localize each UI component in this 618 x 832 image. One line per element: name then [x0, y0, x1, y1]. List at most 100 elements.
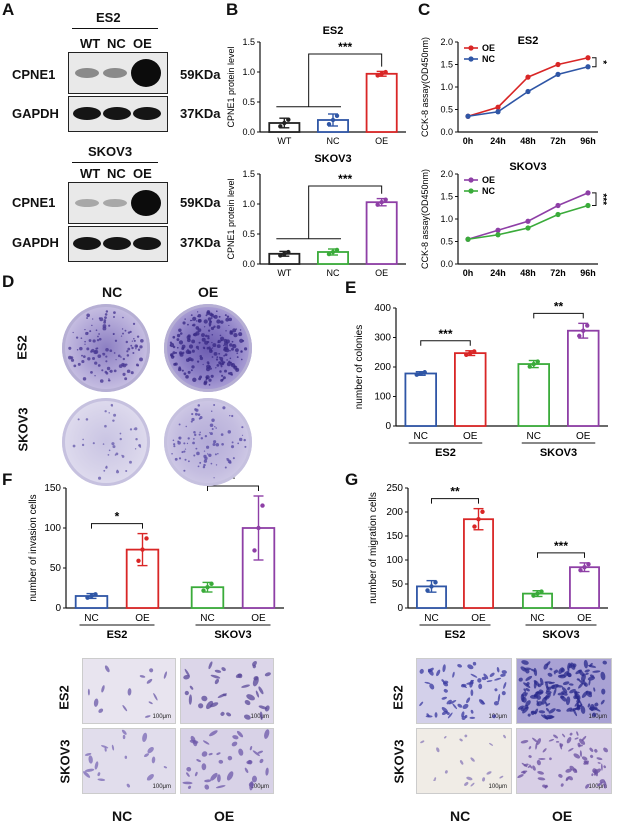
- x-tick-label: 48h: [520, 136, 536, 146]
- dish-column-nc: NC: [102, 284, 123, 300]
- chart-title: SKOV3: [314, 153, 351, 165]
- series-point: [495, 109, 501, 115]
- x-tick-label: WT: [277, 268, 291, 278]
- data-point: [334, 247, 340, 253]
- chart-title: SKOV3: [509, 161, 546, 173]
- x-tick-label: 96h: [580, 268, 596, 278]
- x-tick-label: NC: [84, 613, 98, 624]
- data-point: [383, 69, 388, 75]
- panel-letter-b: B: [226, 0, 239, 19]
- significance-label: ***: [597, 193, 608, 205]
- blot-divider: [72, 28, 158, 29]
- series-point: [525, 218, 531, 224]
- lane-label-nc: NC: [107, 166, 126, 181]
- dish-column-oe: OE: [198, 284, 219, 300]
- x-tick-label: OE: [576, 431, 591, 442]
- x-tick-label: 72h: [550, 136, 566, 146]
- chart-c-es2: 0.0 0.5 1.0 1.5 2.0 CCK-8 assay(OD450nm) ES2 0h…: [420, 35, 608, 146]
- x-tick-label: OE: [135, 613, 150, 624]
- data-point: [330, 249, 336, 255]
- y-tick-label: 300: [374, 333, 391, 344]
- data-point: [93, 592, 98, 597]
- invasion-row-es2: ES2: [56, 685, 72, 710]
- significance-bracket: [537, 552, 585, 558]
- chart-c-skov3: 0.0 0.5 1.0 1.5 2.0 CCK-8 assay(OD450nm) SKOV3…: [420, 161, 608, 278]
- panel-letter-c: C: [418, 0, 431, 19]
- y-tick-label: 0: [385, 421, 391, 432]
- series-line: [467, 192, 589, 241]
- series-point: [525, 225, 531, 231]
- migration-image-es2-oe: 100μm: [516, 658, 612, 724]
- legend-marker: [468, 45, 474, 51]
- migration-column-oe: OE: [552, 808, 573, 824]
- invasion-column-nc: NC: [112, 808, 133, 824]
- colony-dish-es2-oe: [164, 304, 252, 392]
- significance-bracket: [207, 485, 259, 491]
- chart-title: ES2: [518, 35, 539, 47]
- data-point: [256, 525, 261, 531]
- significance-bracket: [592, 192, 597, 206]
- significance-bracket: [308, 185, 383, 239]
- data-point: [136, 558, 141, 563]
- x-tick-label: NC: [530, 613, 544, 624]
- data-point: [326, 251, 332, 257]
- data-point: [433, 580, 438, 585]
- blot-protein-label: GAPDH: [12, 106, 59, 121]
- data-point: [582, 565, 587, 570]
- scale-label: 100μm: [152, 784, 171, 790]
- group-label: SKOV3: [540, 447, 577, 459]
- x-tick-label: OE: [375, 136, 388, 146]
- significance-label: ***: [554, 539, 568, 553]
- legend-label: OE: [482, 43, 495, 53]
- lane-label-wt: WT: [80, 36, 101, 51]
- significance-label: **: [554, 299, 564, 313]
- bar: [454, 352, 487, 427]
- significance-bracket: [91, 523, 143, 529]
- migration-image-skov3-nc: 100μm: [416, 728, 512, 794]
- panel-letter-a: A: [2, 0, 15, 19]
- chart-b-es2: 0.0 0.5 1.0 1.5 CPNE1 protein level ES2 WT NC OE…: [226, 25, 406, 146]
- lane-label-oe: OE: [133, 166, 152, 181]
- series-point: [465, 236, 471, 242]
- chart-b-skov3: 0.0 0.5 1.0 1.5 CPNE1 protein level SKOV3 WT NC…: [226, 153, 406, 278]
- y-axis-label: CPNE1 protein level: [226, 46, 236, 127]
- y-tick-label: 1.5: [242, 169, 255, 179]
- bar: [404, 372, 437, 427]
- chart-f-invasion: 0 50 100 150 number of invasion cells NC OE NC O…: [28, 476, 284, 641]
- data-point: [278, 253, 283, 258]
- blot-size-label: 59KDa: [180, 67, 221, 82]
- x-tick-label: WT: [277, 136, 291, 146]
- blot-protein-label: GAPDH: [12, 235, 59, 250]
- y-tick-label: 1.5: [440, 60, 453, 70]
- blot-protein-label: CPNE1: [12, 195, 56, 210]
- group-label: ES2: [445, 629, 466, 641]
- y-tick-label: 1.5: [242, 37, 255, 47]
- group-label: ES2: [107, 629, 128, 641]
- y-tick-label: 100: [374, 392, 391, 403]
- data-point: [379, 200, 384, 205]
- migration-row-skov3: SKOV3: [391, 739, 407, 784]
- data-point: [383, 197, 388, 202]
- bar: [567, 329, 600, 427]
- y-tick-label: 0.5: [440, 237, 453, 247]
- data-point: [527, 364, 532, 369]
- x-tick-label: OE: [463, 431, 478, 442]
- colony-dish-skov3-nc: [62, 398, 150, 486]
- panel-letter-d: D: [2, 272, 15, 291]
- x-tick-label: NC: [527, 431, 541, 442]
- migration-image-es2-nc: 100μm: [416, 658, 512, 724]
- data-point: [278, 124, 283, 129]
- y-tick-label: 0.0: [440, 127, 453, 137]
- significance-bracket: [431, 498, 479, 504]
- series-point: [465, 113, 471, 119]
- x-tick-label: 72h: [550, 268, 566, 278]
- dish-row-skov3: SKOV3: [15, 407, 31, 452]
- data-point: [286, 249, 291, 255]
- y-tick-label: 0.0: [440, 259, 453, 269]
- scale-label: 100μm: [588, 714, 607, 720]
- y-tick-label: 1.0: [242, 199, 255, 209]
- series-point: [525, 74, 531, 80]
- data-point: [429, 584, 434, 589]
- data-point: [480, 509, 485, 515]
- panel-letter-g: G: [345, 470, 359, 489]
